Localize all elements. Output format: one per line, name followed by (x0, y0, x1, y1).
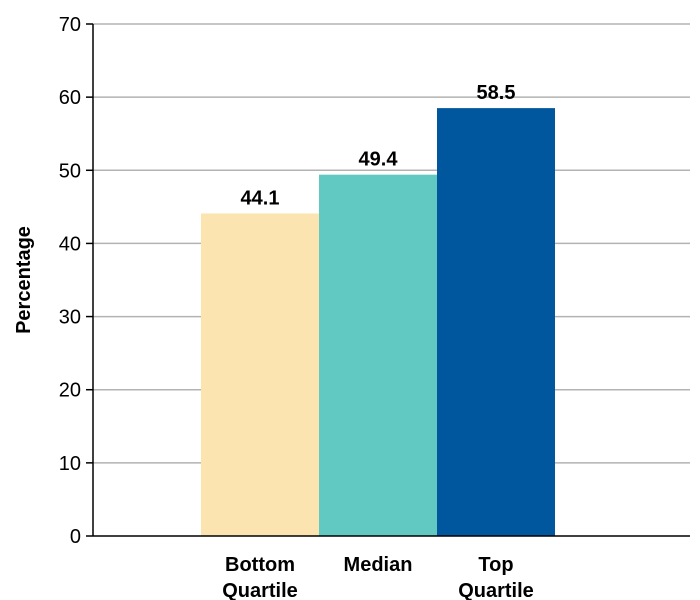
bars (201, 108, 555, 536)
x-category-label: Median (344, 554, 413, 576)
y-tick-label: 40 (59, 233, 81, 255)
y-axis-title: Percentage (13, 226, 35, 334)
axes (92, 24, 690, 537)
y-tick-labels: 0 10 20 30 40 50 60 70 (59, 14, 93, 548)
y-tick-label: 60 (59, 87, 81, 109)
x-category-label: Top (478, 554, 513, 576)
bar (437, 108, 555, 536)
y-tick-label: 0 (70, 526, 81, 548)
x-category-label: Quartile (222, 580, 298, 600)
x-category-label: Bottom (225, 554, 295, 576)
y-tick-label: 30 (59, 307, 81, 329)
value-labels: 44.1 49.4 58.5 (241, 82, 516, 209)
bar-value-label: 49.4 (359, 149, 399, 171)
bar (319, 174, 437, 536)
x-category-label: Quartile (458, 580, 534, 600)
x-category-labels: Bottom Quartile Median Top Quartile (222, 554, 534, 600)
bar-value-label: 58.5 (477, 82, 516, 104)
bar (201, 213, 319, 536)
y-tick-label: 20 (59, 380, 81, 402)
bar-value-label: 44.1 (241, 187, 280, 209)
y-tick-label: 70 (59, 14, 81, 36)
y-tick-label: 50 (59, 160, 81, 182)
y-tick-label: 10 (59, 453, 81, 475)
